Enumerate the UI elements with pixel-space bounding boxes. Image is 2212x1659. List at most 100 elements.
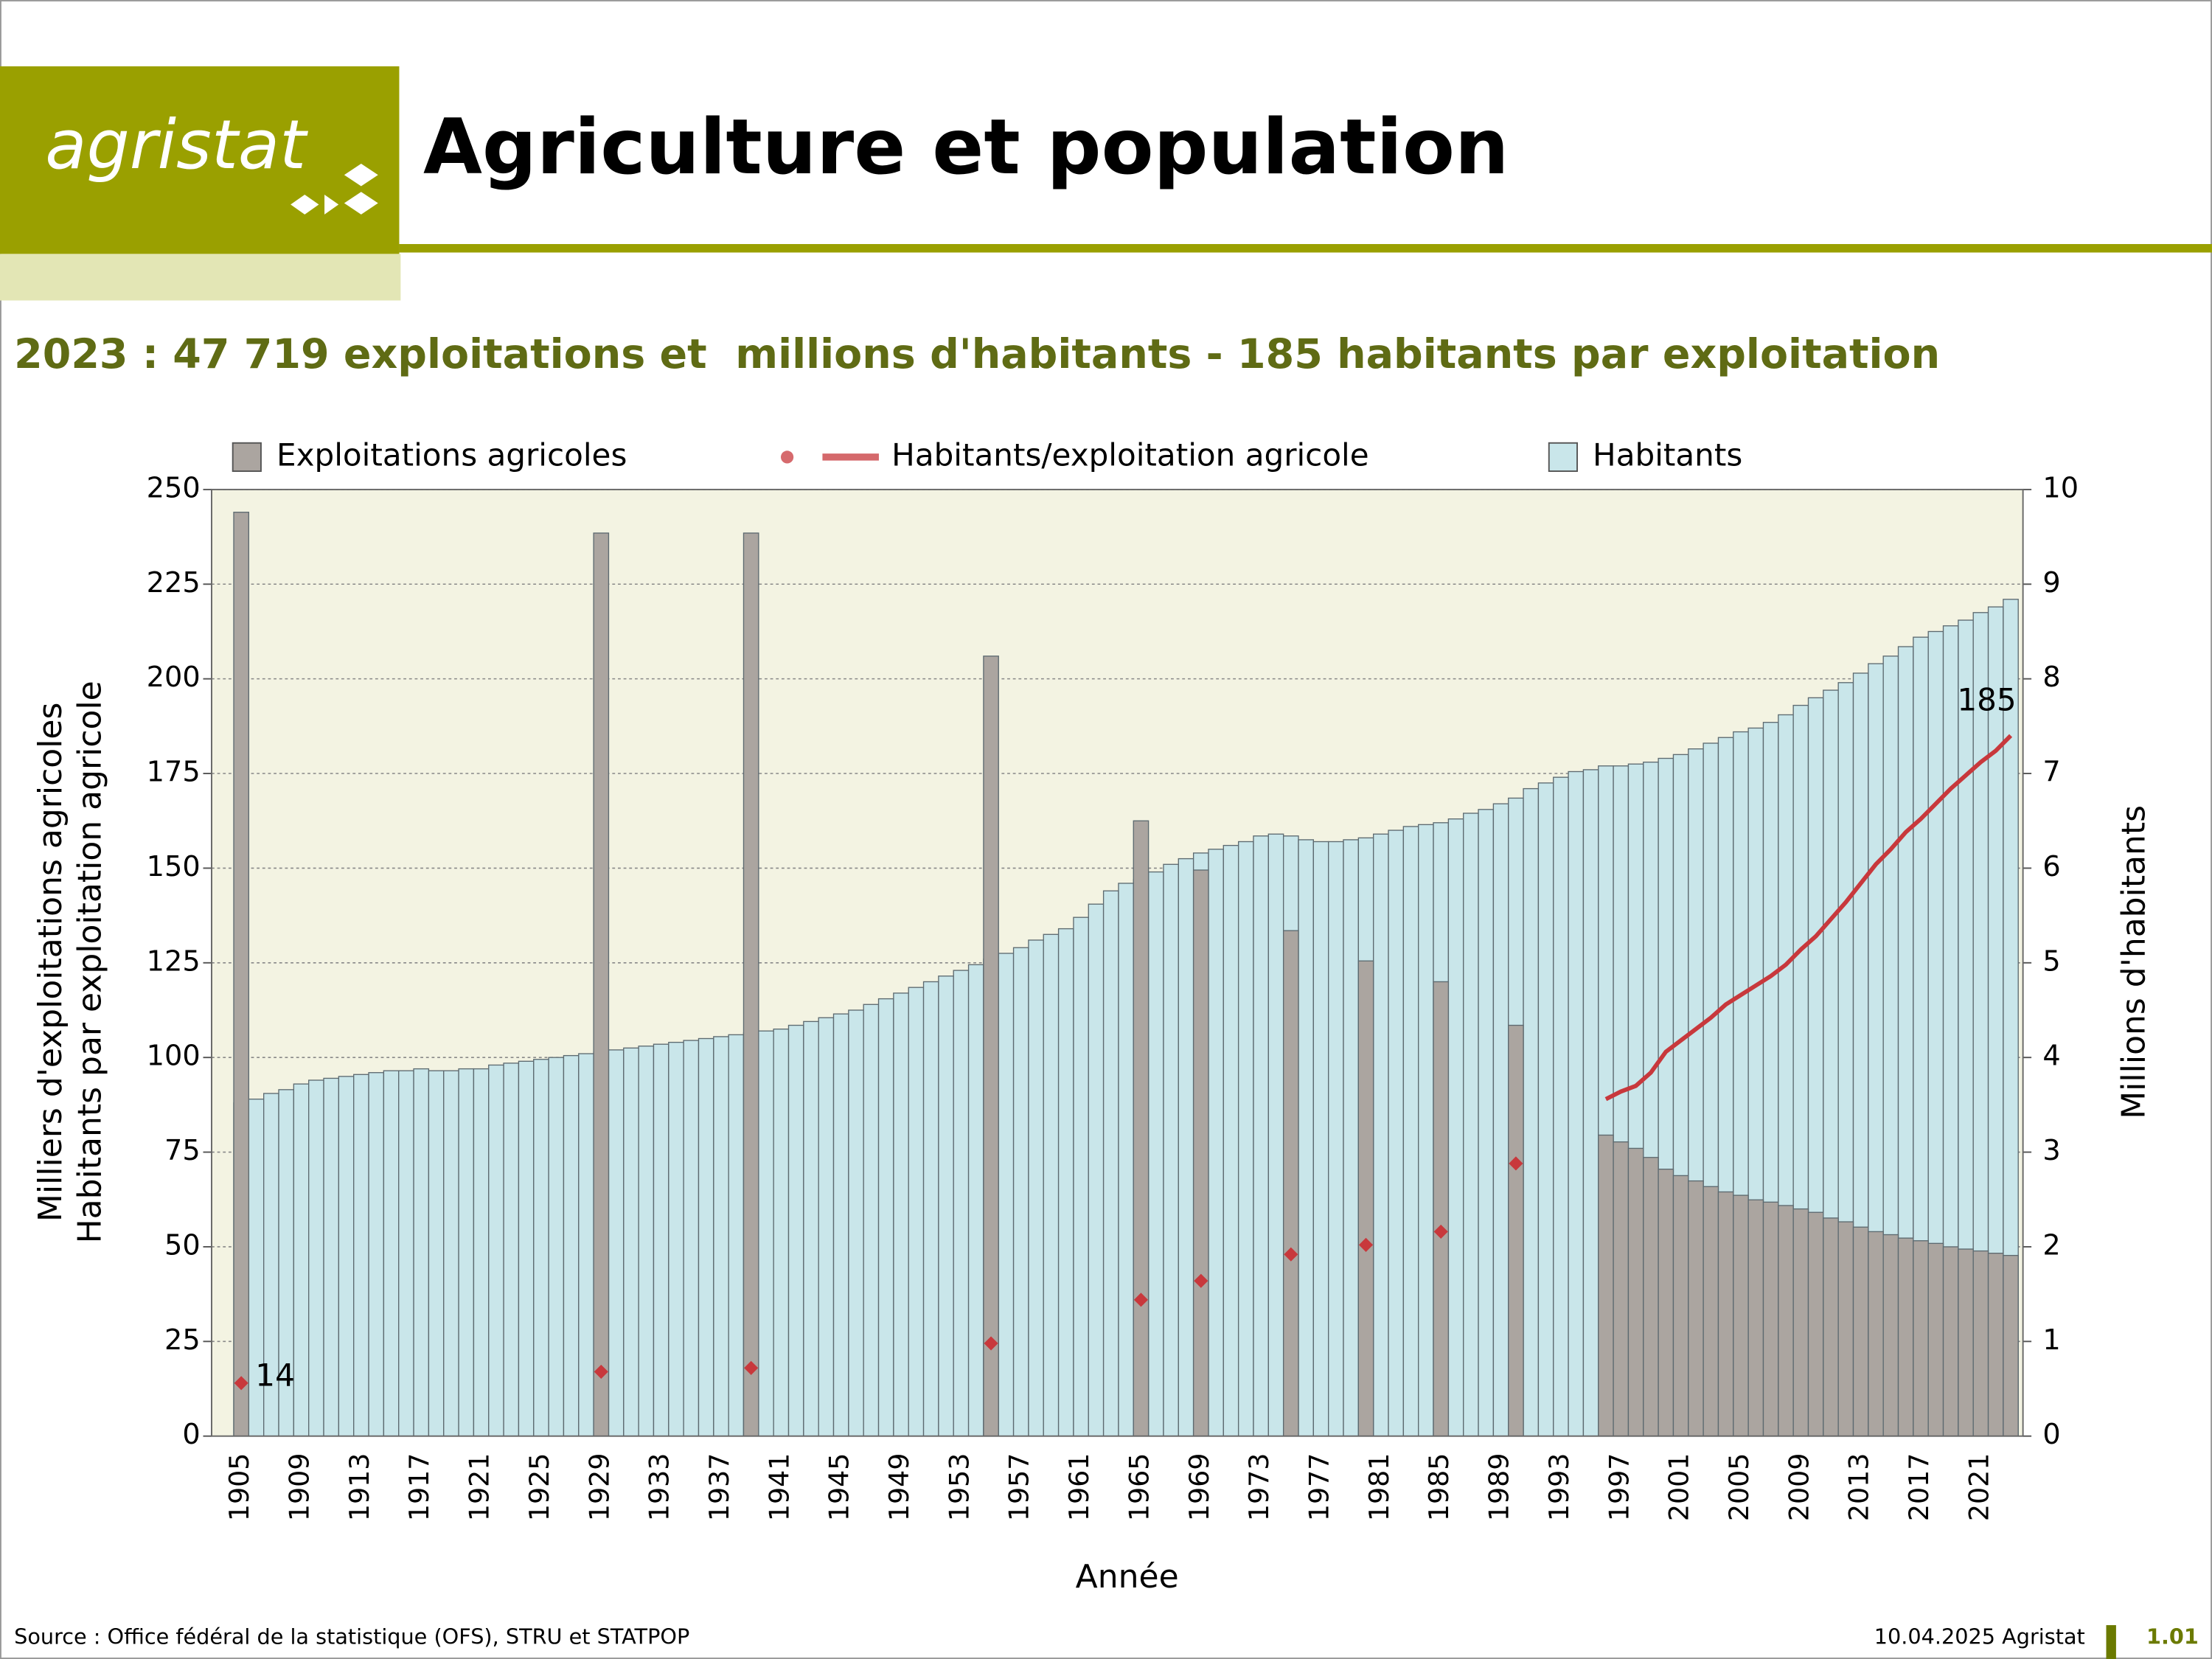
bar bbox=[578, 1053, 594, 1437]
x-tick-label: 1957 bbox=[1004, 1453, 1035, 1522]
bar bbox=[1658, 1169, 1674, 1437]
bar bbox=[848, 1009, 864, 1437]
bar bbox=[548, 1057, 565, 1437]
x-tick-label: 1917 bbox=[403, 1453, 435, 1522]
bar bbox=[1133, 820, 1150, 1437]
bar bbox=[1208, 849, 1224, 1437]
footer-date: 10.04.2025 Agristat bbox=[1874, 1624, 2085, 1649]
x-tick-label: 1961 bbox=[1063, 1453, 1095, 1522]
bar bbox=[383, 1070, 400, 1437]
bar bbox=[1343, 839, 1360, 1437]
marker bbox=[1358, 1237, 1374, 1252]
bar bbox=[983, 655, 999, 1437]
bar bbox=[1253, 835, 1269, 1437]
y2-tick-label: 9 bbox=[2042, 566, 2060, 599]
bar bbox=[908, 987, 925, 1437]
bar bbox=[713, 1036, 729, 1437]
bar bbox=[563, 1054, 580, 1437]
header-rule bbox=[399, 243, 2212, 253]
bar bbox=[1823, 1217, 1839, 1437]
bar bbox=[623, 1047, 639, 1437]
bar bbox=[593, 532, 610, 1437]
bar bbox=[1868, 1231, 1884, 1437]
bar bbox=[1942, 1246, 1959, 1437]
bar bbox=[1178, 858, 1194, 1437]
marker bbox=[1284, 1247, 1298, 1262]
bar bbox=[1492, 803, 1509, 1437]
x-tick-label: 1929 bbox=[583, 1453, 615, 1522]
bar bbox=[1463, 813, 1479, 1437]
bar bbox=[1267, 833, 1284, 1437]
x-tick-label: 1945 bbox=[824, 1453, 855, 1522]
bar bbox=[1972, 1250, 1989, 1437]
bar bbox=[1778, 1205, 1794, 1437]
x-tick-label: 1969 bbox=[1183, 1453, 1215, 1522]
x-tick-label: 2021 bbox=[1963, 1453, 1994, 1522]
bar bbox=[1897, 1237, 1914, 1437]
y2-tick-label: 6 bbox=[2042, 850, 2060, 883]
bar bbox=[638, 1046, 655, 1437]
bar bbox=[877, 998, 894, 1437]
bar bbox=[1237, 841, 1254, 1437]
marker bbox=[1509, 1156, 1523, 1171]
x-tick-label: 1941 bbox=[763, 1453, 795, 1522]
bar bbox=[1807, 1211, 1824, 1437]
bar bbox=[413, 1068, 430, 1437]
bar bbox=[668, 1041, 684, 1437]
bar bbox=[742, 532, 759, 1437]
bar bbox=[1043, 933, 1060, 1437]
y2-tick-label: 8 bbox=[2042, 661, 2060, 694]
y-axis-title: Habitants par exploitation agricole bbox=[71, 681, 108, 1243]
bar bbox=[1147, 871, 1164, 1437]
bar bbox=[1598, 1134, 1614, 1437]
data-label: 14 bbox=[255, 1357, 295, 1394]
x-tick-label: 1985 bbox=[1423, 1453, 1455, 1522]
y2-tick-label: 3 bbox=[2042, 1134, 2060, 1167]
y-tick-label: 50 bbox=[164, 1228, 201, 1262]
bar bbox=[488, 1064, 504, 1437]
bar bbox=[443, 1070, 459, 1437]
bar bbox=[1672, 1175, 1689, 1437]
bar bbox=[1688, 1180, 1704, 1437]
bar bbox=[773, 1028, 790, 1437]
y2-tick-label: 7 bbox=[2042, 756, 2060, 789]
bar bbox=[1478, 809, 1495, 1437]
marker bbox=[1133, 1293, 1149, 1307]
bar bbox=[1987, 1253, 2004, 1437]
bar bbox=[1792, 1208, 1809, 1437]
bar bbox=[1717, 1191, 1734, 1437]
bar bbox=[863, 1004, 880, 1437]
bar bbox=[758, 1030, 774, 1437]
bar bbox=[533, 1059, 549, 1437]
legend-label: Habitants/exploitation agricole bbox=[891, 437, 1368, 473]
bar bbox=[953, 970, 970, 1437]
bar bbox=[1192, 869, 1209, 1437]
bar bbox=[1958, 1248, 1974, 1437]
marker bbox=[594, 1364, 608, 1379]
bar bbox=[1553, 776, 1569, 1437]
source: Source : Office fédéral de la statistiqu… bbox=[14, 1624, 689, 1649]
y2-tick-label: 5 bbox=[2042, 945, 2060, 978]
x-tick-label: 1977 bbox=[1304, 1453, 1335, 1522]
bar bbox=[1222, 844, 1239, 1437]
legend-label: Habitants bbox=[1593, 437, 1742, 473]
bar bbox=[922, 981, 939, 1437]
bar bbox=[1733, 1194, 1749, 1437]
bar bbox=[1537, 782, 1554, 1437]
bar bbox=[608, 1049, 625, 1437]
bar bbox=[1927, 1242, 1944, 1437]
x-tick-label: 1925 bbox=[524, 1453, 555, 1522]
legend-swatch bbox=[232, 442, 262, 472]
x-axis-title: Année bbox=[1076, 1558, 1179, 1596]
bar bbox=[473, 1068, 490, 1437]
logo-text: agristat bbox=[45, 105, 308, 184]
bar bbox=[1882, 1234, 1899, 1437]
x-tick-label: 1973 bbox=[1243, 1453, 1275, 1522]
bar bbox=[1582, 769, 1599, 1437]
bar bbox=[683, 1040, 700, 1437]
bar bbox=[518, 1060, 535, 1437]
bar bbox=[818, 1017, 835, 1437]
marker bbox=[744, 1360, 759, 1375]
bar bbox=[1402, 826, 1419, 1437]
